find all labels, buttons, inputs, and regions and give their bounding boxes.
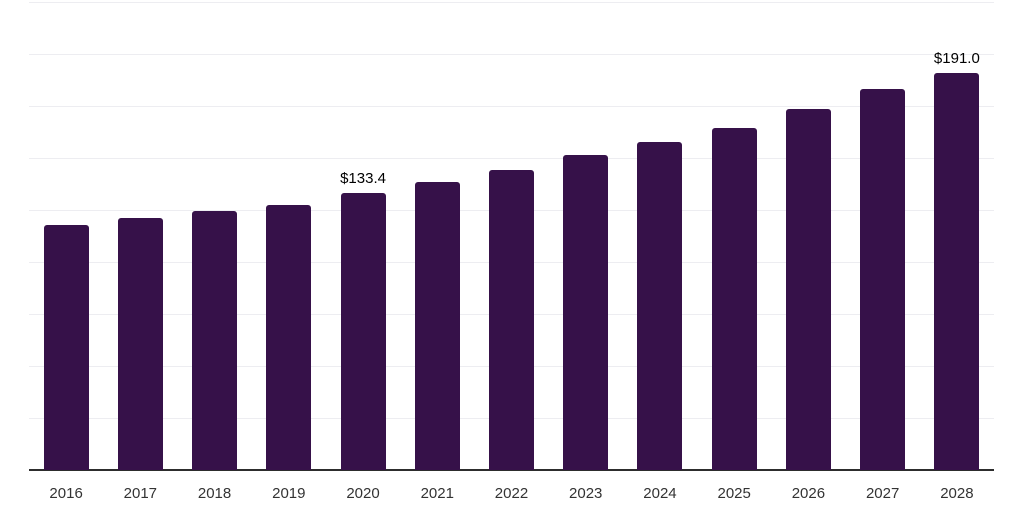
bar-2023 xyxy=(563,155,609,470)
gridline xyxy=(29,2,994,3)
x-tick-2017: 2017 xyxy=(123,485,158,502)
x-tick-2028: 2028 xyxy=(940,485,974,502)
bar-2017 xyxy=(117,217,163,470)
bar-2018 xyxy=(192,211,238,470)
bar-2019 xyxy=(266,205,312,470)
bar-2024 xyxy=(637,142,683,470)
x-tick-2026: 2026 xyxy=(791,485,826,502)
bar-2028 xyxy=(934,72,980,470)
x-tick-2021: 2021 xyxy=(420,485,454,502)
x-tick-2020: 2020 xyxy=(346,485,380,502)
bar-2016 xyxy=(43,224,89,470)
x-tick-2025: 2025 xyxy=(717,485,751,502)
bar-2022 xyxy=(489,170,534,470)
x-tick-2027: 2027 xyxy=(865,485,900,502)
bar-2020 xyxy=(340,192,386,470)
x-tick-2023: 2023 xyxy=(569,485,603,502)
x-axis-line xyxy=(29,469,994,471)
bar-2021 xyxy=(414,181,460,470)
bar-2025 xyxy=(711,128,757,470)
value-label-2020: $133.4 xyxy=(340,169,386,187)
bar-2027 xyxy=(860,88,906,470)
x-tick-2019: 2019 xyxy=(272,485,306,502)
x-tick-2024: 2024 xyxy=(643,485,677,502)
gridline xyxy=(29,106,994,107)
x-tick-2022: 2022 xyxy=(494,485,529,502)
value-label-2028: $191.0 xyxy=(933,49,980,67)
gridline xyxy=(29,54,994,55)
x-tick-2018: 2018 xyxy=(197,485,232,502)
gridline xyxy=(29,158,994,159)
x-tick-2016: 2016 xyxy=(49,485,83,502)
bar-2026 xyxy=(785,108,831,470)
